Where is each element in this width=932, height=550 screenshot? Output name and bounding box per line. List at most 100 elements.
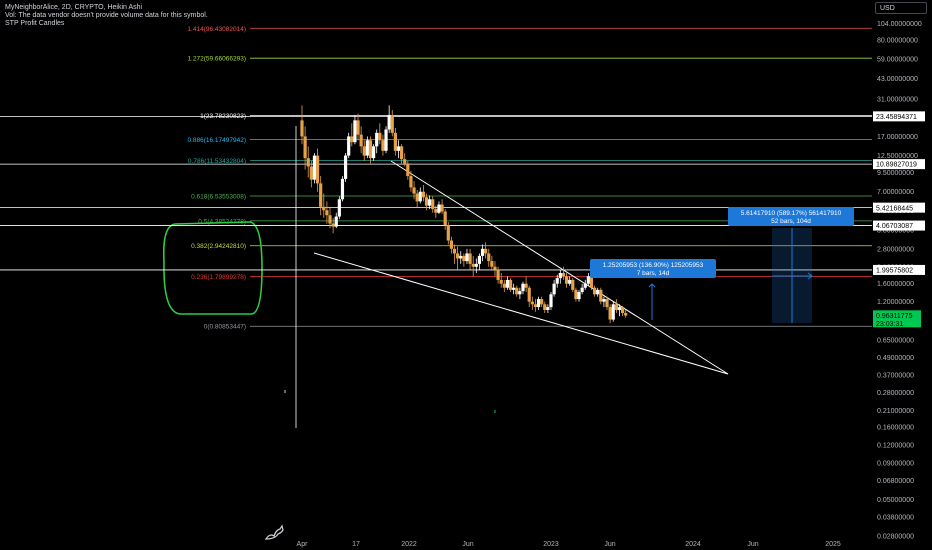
candle (350, 123, 354, 147)
candle (484, 242, 488, 259)
candle (328, 206, 332, 229)
price-level-tag: 10.89827019 (873, 159, 925, 170)
candle (334, 212, 338, 229)
candle (599, 287, 603, 305)
candle (477, 253, 482, 270)
candle (505, 276, 510, 290)
candle (614, 299, 618, 313)
price-level-tag: 1.99575802 (873, 264, 925, 275)
candle (368, 136, 373, 164)
candle (574, 287, 578, 302)
svg-text:1.99575802: 1.99575802 (876, 268, 913, 275)
time-tick-label: Jun (747, 541, 758, 548)
candle (617, 304, 622, 317)
volume-note: Vol: The data vendor doesn't provide vol… (5, 12, 208, 19)
price-tick-label: 9.50000000 (877, 170, 914, 177)
candle (353, 114, 357, 145)
candle (583, 279, 587, 290)
indicator-label[interactable]: STP Profit Candles (5, 20, 65, 27)
symbol-title[interactable]: MyNeighborAlice, 2D, CRYPTO, Heikin Ashi (5, 4, 143, 11)
svg-text:4.06703087: 4.06703087 (876, 223, 913, 230)
time-tick-label: 2023 (543, 541, 559, 548)
candle (546, 304, 550, 313)
candle (596, 287, 600, 297)
candle (530, 296, 534, 310)
drawings[interactable] (284, 126, 729, 428)
candle (309, 160, 313, 188)
candle (356, 113, 360, 141)
candle (381, 134, 385, 156)
candle (580, 283, 584, 295)
candle (371, 144, 376, 161)
candle (337, 196, 341, 220)
candle (568, 276, 572, 286)
candle (362, 140, 366, 161)
candle (343, 153, 348, 182)
candle (521, 281, 525, 295)
currency-button[interactable]: USD (875, 2, 927, 14)
candle (340, 176, 345, 202)
candle (462, 253, 466, 267)
candle (459, 251, 463, 264)
candle (512, 283, 516, 295)
price-tick-label: 0.06800000 (877, 478, 914, 485)
fib-label: 0.886(16.17497942) (187, 137, 246, 144)
price-tick-label: 0.02800000 (877, 533, 914, 540)
candle (502, 279, 506, 293)
candle (375, 129, 379, 154)
candle (446, 222, 450, 245)
fib-label: 0.786(11.53432804) (188, 158, 246, 165)
svg-text:23.45894371: 23.45894371 (876, 114, 917, 121)
price-tick-label: 1.60000000 (877, 281, 914, 288)
fib-label: 1.414(96.43082014) (187, 26, 246, 33)
candle (540, 296, 544, 308)
price-axis-bg (872, 0, 932, 550)
candle (306, 146, 310, 178)
time-axis[interactable]: Apr 17 2022 Jun 2023 Jun 2024 Jun 2025 (297, 541, 841, 548)
upper-trendline[interactable] (390, 160, 729, 375)
candle (452, 244, 457, 264)
price-axis[interactable]: 104.00000000 80.00000000 59.00000000 43.000… (872, 0, 932, 550)
horizontal-levels[interactable] (0, 115, 872, 271)
candle (440, 199, 444, 214)
svg-text:1.25205953 (136.90%) 125205953: 1.25205953 (136.90%) 125205953 (603, 262, 704, 269)
highlight-circle[interactable] (162, 221, 263, 315)
candles (300, 105, 628, 324)
price-level-tag: 23.45894371 (873, 111, 925, 122)
candle (564, 272, 569, 288)
candle (465, 248, 469, 264)
candle (409, 170, 413, 192)
time-tick-label: 17 (352, 541, 360, 548)
candle (508, 278, 513, 293)
svg-text:0.96311775: 0.96311775 (876, 313, 913, 320)
price-tick-label: 7.00000000 (877, 189, 914, 196)
price-tick-label: 0.37000000 (877, 372, 914, 379)
candle (527, 285, 531, 308)
price-tick-label: 3.80000000 (877, 227, 914, 234)
candle (515, 285, 519, 297)
candle (552, 279, 556, 297)
time-tick-label: 2025 (825, 541, 841, 548)
candle (536, 296, 541, 310)
candle (499, 272, 503, 288)
candle (624, 309, 628, 318)
candle (403, 153, 407, 167)
time-tick-label: 2022 (401, 541, 417, 548)
candle (605, 296, 609, 310)
candle (434, 205, 438, 218)
candle (620, 305, 625, 317)
candle (602, 296, 606, 308)
candle (493, 261, 497, 277)
fib-label: 0.618(6.53553008) (191, 194, 246, 201)
candle (415, 189, 419, 208)
lower-trendline[interactable] (313, 252, 729, 375)
candle (611, 301, 615, 322)
candle (390, 109, 394, 137)
candle (431, 196, 435, 213)
